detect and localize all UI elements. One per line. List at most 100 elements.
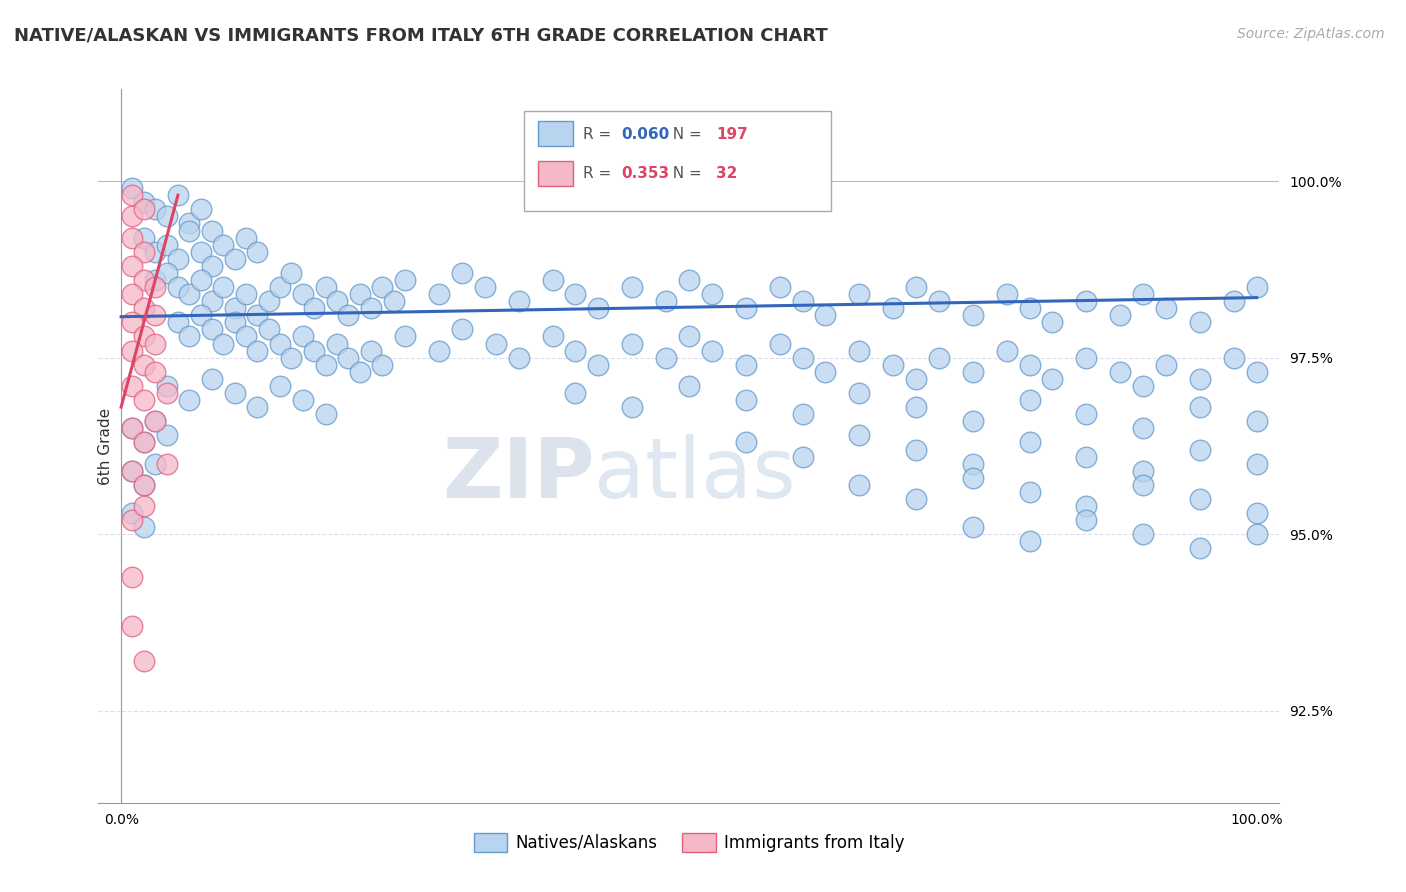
Point: [792, 351, 814, 365]
Point: [132, 499, 155, 513]
FancyBboxPatch shape: [537, 121, 574, 146]
Point: [155, 266, 177, 280]
FancyBboxPatch shape: [537, 161, 574, 186]
Point: [121, 421, 143, 435]
Point: [349, 365, 371, 379]
Point: [394, 329, 416, 343]
Point: [167, 188, 190, 202]
Point: [1076, 513, 1098, 527]
Point: [132, 230, 155, 244]
Point: [1018, 484, 1040, 499]
Point: [508, 294, 530, 309]
Point: [143, 457, 166, 471]
Point: [928, 294, 950, 309]
Point: [792, 407, 814, 421]
Point: [371, 280, 394, 294]
Point: [121, 315, 143, 329]
Point: [905, 400, 928, 414]
Point: [257, 322, 280, 336]
Y-axis label: 6th Grade: 6th Grade: [98, 408, 112, 484]
Text: 0.353: 0.353: [621, 166, 669, 181]
Point: [1109, 365, 1132, 379]
Point: [1076, 407, 1098, 421]
Point: [280, 351, 302, 365]
Point: [700, 287, 723, 301]
Point: [143, 414, 166, 428]
Legend: Natives/Alaskans, Immigrants from Italy: Natives/Alaskans, Immigrants from Italy: [467, 826, 911, 859]
Point: [1188, 400, 1211, 414]
Point: [121, 506, 143, 520]
Point: [905, 491, 928, 506]
Point: [360, 301, 382, 316]
Point: [1132, 421, 1154, 435]
Point: [212, 336, 235, 351]
Point: [132, 358, 155, 372]
Point: [132, 520, 155, 534]
Point: [201, 372, 224, 386]
Point: [326, 294, 349, 309]
Text: R =: R =: [582, 127, 616, 142]
Text: 197: 197: [716, 127, 748, 142]
Point: [132, 478, 155, 492]
Point: [995, 287, 1018, 301]
Point: [1018, 534, 1040, 549]
Point: [655, 294, 678, 309]
Point: [121, 464, 143, 478]
Point: [315, 407, 337, 421]
Point: [734, 358, 756, 372]
Point: [302, 343, 325, 358]
Point: [928, 351, 950, 365]
Point: [427, 343, 450, 358]
Point: [1040, 372, 1063, 386]
Point: [1132, 464, 1154, 478]
Point: [769, 336, 792, 351]
Point: [1018, 393, 1040, 408]
Point: [678, 379, 700, 393]
Point: [621, 280, 644, 294]
Point: [315, 358, 337, 372]
Point: [848, 386, 870, 401]
Point: [962, 520, 984, 534]
Point: [450, 266, 472, 280]
Point: [541, 329, 564, 343]
Point: [349, 287, 371, 301]
Point: [143, 273, 166, 287]
Point: [179, 329, 201, 343]
Point: [212, 280, 235, 294]
Point: [382, 294, 405, 309]
Point: [1246, 527, 1268, 541]
Point: [734, 435, 756, 450]
Point: [315, 280, 337, 294]
Point: [132, 273, 155, 287]
Point: [1132, 379, 1154, 393]
Point: [1188, 442, 1211, 457]
Point: [1018, 358, 1040, 372]
Point: [905, 280, 928, 294]
Point: [190, 202, 212, 217]
Point: [132, 195, 155, 210]
Point: [143, 336, 166, 351]
Point: [564, 386, 586, 401]
Point: [269, 280, 291, 294]
Point: [371, 358, 394, 372]
Point: [1246, 365, 1268, 379]
Point: [848, 287, 870, 301]
Point: [132, 655, 155, 669]
Point: [1132, 527, 1154, 541]
Point: [541, 273, 564, 287]
Point: [246, 343, 269, 358]
Point: [280, 266, 302, 280]
Point: [1076, 450, 1098, 464]
Point: [269, 379, 291, 393]
Point: [167, 280, 190, 294]
Point: [1132, 287, 1154, 301]
Point: [1246, 457, 1268, 471]
Point: [792, 450, 814, 464]
Point: [678, 273, 700, 287]
Point: [360, 343, 382, 358]
Point: [121, 421, 143, 435]
Point: [121, 513, 143, 527]
Point: [1223, 294, 1246, 309]
Point: [485, 336, 508, 351]
Text: ZIP: ZIP: [441, 434, 595, 515]
